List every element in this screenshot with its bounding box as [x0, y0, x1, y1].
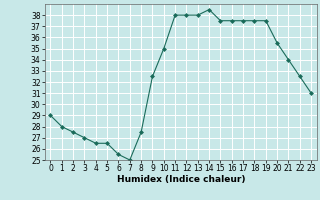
X-axis label: Humidex (Indice chaleur): Humidex (Indice chaleur): [116, 175, 245, 184]
